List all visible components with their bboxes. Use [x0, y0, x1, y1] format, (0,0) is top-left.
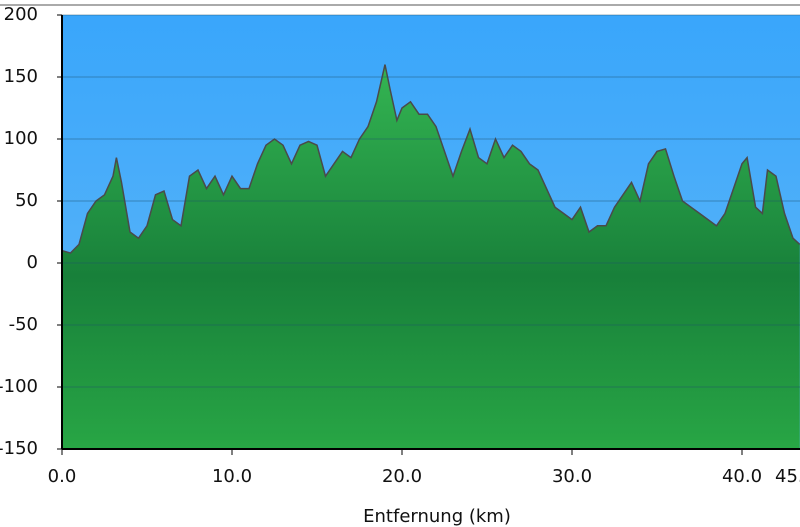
- x-tick-label: 10.0: [212, 466, 252, 487]
- x-tick-label: 45.0: [775, 466, 800, 487]
- x-axis-label: Entfernung (km): [363, 506, 511, 527]
- y-tick-label: 150: [4, 66, 38, 87]
- area-fill: [62, 64, 800, 449]
- y-tick-label: -150: [0, 438, 38, 459]
- x-tick-label: 30.0: [552, 466, 592, 487]
- y-tick-label: 100: [4, 128, 38, 149]
- y-tick-label: -100: [0, 376, 38, 397]
- x-tick-label: 20.0: [382, 466, 422, 487]
- plot: 200 150 100 50 0 -50 -100 -150 0.0 10.0 20.0 30.0 40…: [0, 4, 800, 487]
- y-tick-label: -50: [9, 314, 38, 335]
- y-tick-label: 0: [27, 252, 38, 273]
- x-tick-label: 0.0: [48, 466, 77, 487]
- y-tick-label: 50: [15, 190, 38, 211]
- x-tick-label: 40.0: [722, 466, 762, 487]
- elevation-line: [61, 64, 800, 254]
- y-tick-label: 200: [4, 4, 38, 25]
